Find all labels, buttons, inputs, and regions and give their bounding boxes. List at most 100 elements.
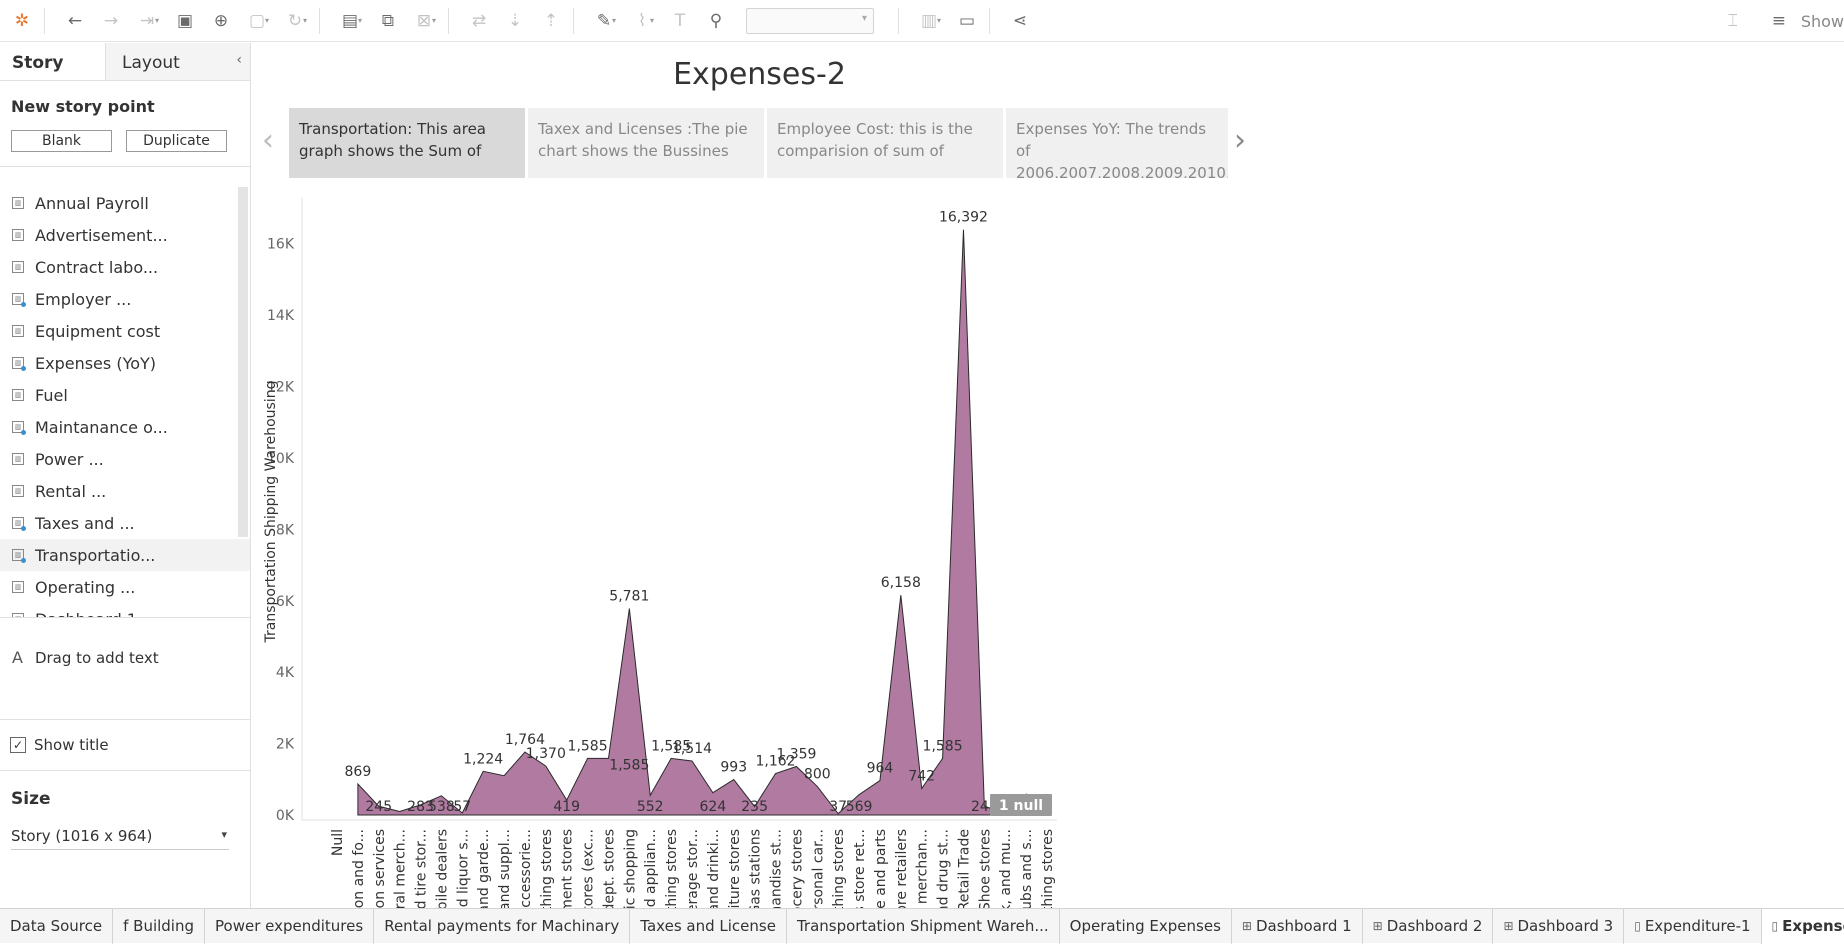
chevron-down-icon[interactable]: ▾ — [650, 16, 655, 25]
text-label-icon[interactable]: T — [674, 10, 686, 31]
pin-icon[interactable]: ⚲ — [709, 10, 723, 31]
sheet-list-item[interactable]: ▥ Annual Payroll — [0, 187, 250, 219]
drag-text-object[interactable]: A Drag to add text — [0, 618, 250, 679]
new-worksheet-icon[interactable]: ▤ — [341, 10, 359, 31]
area-series[interactable] — [357, 229, 1027, 816]
sheet-tab[interactable]: ▯ Expenditure-1 — [1624, 908, 1762, 944]
sheet-list-item[interactable]: ▥ Power ... — [0, 443, 250, 475]
data-point[interactable] — [502, 774, 506, 778]
chevron-down-icon[interactable]: ▾ — [265, 16, 270, 25]
pause-datasource-icon[interactable]: ▢ — [248, 10, 266, 31]
sheet-tab[interactable]: Taxes and License — [630, 908, 787, 944]
sheet-list-item[interactable]: ▥ Transportatio... — [0, 539, 250, 571]
swap-icon[interactable]: ⇄ — [471, 10, 487, 31]
redo-repeat-icon[interactable]: ⇥ — [139, 10, 155, 31]
chevron-down-icon[interactable]: ▾ — [937, 16, 942, 25]
duplicate-sheet-icon[interactable]: ⧉ — [381, 10, 395, 31]
share-icon[interactable]: ⋖ — [1012, 10, 1028, 31]
highlight-icon[interactable]: ✎ — [596, 10, 612, 31]
show-me-label[interactable]: Show — [1800, 11, 1844, 31]
data-point[interactable] — [481, 769, 485, 773]
chevron-down-icon[interactable]: ▾ — [432, 16, 437, 25]
sheet-list-item[interactable]: ▥ Advertisement... — [0, 219, 250, 251]
sort-descending-icon[interactable]: ⇡ — [543, 10, 559, 31]
worksheet-icon: ▥ — [12, 421, 26, 435]
sort-ascending-icon[interactable]: ⇣ — [507, 10, 523, 31]
story-point-tab[interactable]: Expenses YoY: The trends of 2006,2007,20… — [1006, 108, 1228, 178]
sheet-tab[interactable]: Transportation Shipment Wareh... — [787, 908, 1060, 944]
sheet-list-item[interactable]: ▥ Rental ... — [0, 475, 250, 507]
new-datasource-icon[interactable]: ⊕ — [213, 10, 229, 31]
data-point[interactable] — [732, 778, 736, 782]
story-point-tab[interactable]: Transportation: This area graph shows th… — [289, 108, 525, 178]
clear-sheet-icon[interactable]: ⊠ — [416, 10, 432, 31]
data-point[interactable] — [439, 794, 443, 798]
data-point[interactable] — [690, 759, 694, 763]
x-tick-label: and drug st... — [936, 829, 952, 908]
show-me-chart-icon[interactable]: ▥ — [920, 10, 938, 31]
chevron-down-icon[interactable]: ▾ — [155, 16, 160, 25]
fit-dropdown[interactable] — [746, 7, 874, 34]
story-point-tab[interactable]: Employee Cost: this is the comparision o… — [767, 108, 1003, 178]
collapse-pane-icon[interactable]: ‹ — [236, 52, 242, 68]
sheet-tab[interactable]: Operating Expenses — [1060, 908, 1232, 944]
data-point[interactable] — [648, 793, 652, 797]
sheet-tab[interactable]: f Building — [113, 908, 206, 944]
sheet-list-item[interactable]: ▥ Operating ... — [0, 571, 250, 603]
duplicate-button[interactable]: Duplicate — [126, 130, 227, 152]
sheet-tab[interactable]: ⊞ Dashboard 2 — [1363, 908, 1494, 944]
sheet-list-item[interactable]: ▥ Expenses (YoY) — [0, 347, 250, 379]
previous-story-point-icon[interactable]: ‹ — [262, 123, 274, 158]
data-point[interactable] — [711, 791, 715, 795]
null-indicator[interactable] — [990, 794, 1052, 816]
data-point[interactable] — [899, 593, 903, 597]
format-painter-icon[interactable]: ⌶ — [1727, 11, 1738, 31]
sheet-list-item[interactable]: ▥ Taxes and ... — [0, 507, 250, 539]
sheet-tab[interactable]: Power expenditures — [205, 908, 375, 944]
data-point[interactable] — [627, 607, 631, 611]
chevron-down-icon[interactable]: ▾ — [358, 16, 363, 25]
refresh-icon[interactable]: ↻ — [287, 10, 303, 31]
sheet-list-scrollbar[interactable] — [238, 187, 248, 537]
data-point[interactable] — [815, 784, 819, 788]
tab-layout[interactable]: Layout ‹ — [106, 43, 250, 80]
sheet-list-item[interactable]: ▥ Fuel — [0, 379, 250, 411]
sheet-list-item[interactable]: ▥ Equipment cost — [0, 315, 250, 347]
size-dropdown[interactable]: Story (1016 x 964) — [11, 823, 229, 850]
tab-story[interactable]: Story — [0, 43, 106, 80]
data-point[interactable] — [878, 779, 882, 783]
sheet-list-item[interactable]: ▥ Employer ... — [0, 283, 250, 315]
undo-icon[interactable]: ← — [67, 10, 83, 31]
sheet-list-item[interactable]: ▥ Maintanance o... — [0, 411, 250, 443]
sheet-tab[interactable]: ▯Expenses-2 — [1761, 908, 1844, 944]
data-point[interactable] — [669, 756, 673, 760]
data-point[interactable] — [920, 787, 924, 791]
sheet-tab[interactable]: Rental payments for Machinary — [374, 908, 631, 944]
save-icon[interactable]: ▣ — [176, 10, 194, 31]
blank-button[interactable]: Blank — [11, 130, 112, 152]
show-title-toggle[interactable]: ✓ Show title — [0, 720, 250, 770]
data-point[interactable] — [586, 756, 590, 760]
sheet-tab[interactable]: ⊞ Dashboard 1 — [1232, 908, 1363, 944]
data-point[interactable] — [356, 782, 360, 786]
data-point[interactable] — [961, 228, 965, 232]
chevron-down-icon[interactable]: ▾ — [303, 16, 308, 25]
data-point[interactable] — [398, 809, 402, 813]
redo-icon[interactable]: → — [103, 10, 119, 31]
sheet-tab[interactable]: ⊞ Dashboard 3 — [1493, 908, 1625, 944]
data-point[interactable] — [544, 764, 548, 768]
tableau-logo-icon[interactable]: ✲ — [14, 10, 30, 31]
presentation-icon[interactable]: ▭ — [958, 10, 976, 31]
data-point[interactable] — [941, 756, 945, 760]
story-point-tab[interactable]: Taxex and Licenses :The pie chart shows … — [528, 108, 764, 178]
chevron-down-icon[interactable]: ▾ — [612, 16, 617, 25]
show-title-checkbox[interactable]: ✓ — [10, 737, 26, 753]
show-me-icon[interactable]: ≡ — [1771, 11, 1786, 31]
sheet-tab[interactable]: Data Source — [0, 908, 114, 944]
data-point[interactable] — [774, 772, 778, 776]
group-icon[interactable]: ⌇ — [637, 10, 647, 31]
sheet-list-item[interactable]: ▥ Dashboard 1 — [0, 603, 250, 617]
sheet-list-item[interactable]: ▥ Contract labo... — [0, 251, 250, 283]
data-point[interactable] — [857, 793, 861, 797]
next-story-point-icon[interactable]: › — [1234, 123, 1246, 158]
